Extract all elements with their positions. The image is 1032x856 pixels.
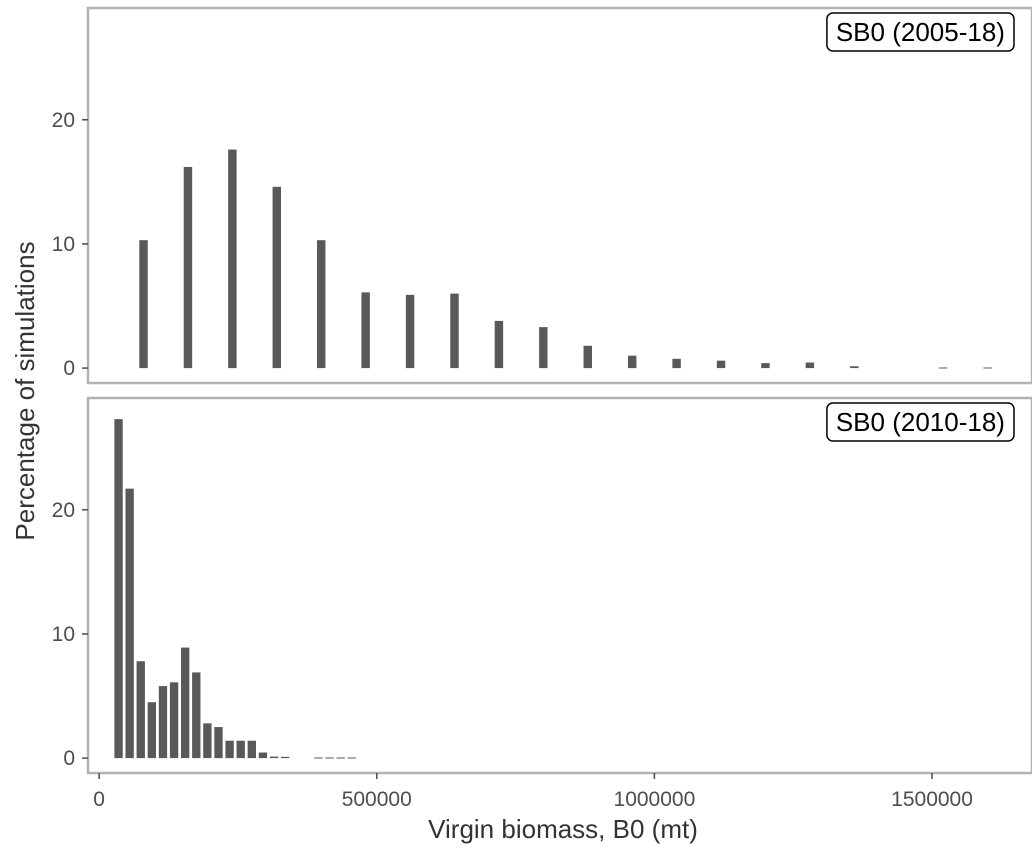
panel-frame-2 <box>86 396 1032 775</box>
x-tick-label: 1000000 <box>614 788 696 811</box>
histogram-bar <box>347 757 356 759</box>
histogram-bar <box>627 355 637 369</box>
y-axis-title: Percentage of simulations <box>10 241 40 540</box>
y-tick-label: 10 <box>52 623 75 646</box>
histogram-bar <box>325 757 334 759</box>
histogram-bar <box>169 682 179 759</box>
histogram-bar <box>314 757 323 759</box>
panel-frame-1 <box>86 6 1032 385</box>
histogram-bar <box>125 488 134 759</box>
histogram-bar <box>405 294 415 369</box>
histogram-bar <box>716 360 726 369</box>
panel-label-1: SB0 (2005-18) <box>836 17 1005 47</box>
histogram-bar <box>583 345 592 369</box>
histogram-bar <box>181 647 190 759</box>
histogram-bar <box>672 358 681 369</box>
histogram-bar <box>183 166 193 369</box>
y-tick-label: 10 <box>52 233 75 256</box>
y-tick-label: 0 <box>63 357 75 380</box>
histogram-bar <box>139 240 148 369</box>
histogram-bar <box>214 727 223 759</box>
panel-label-box-1 <box>826 12 1015 52</box>
histogram-bar <box>761 363 770 369</box>
histogram-bar <box>203 723 212 759</box>
histogram-bar <box>147 702 157 759</box>
panel-label-2: SB0 (2010-18) <box>836 407 1005 437</box>
histogram-bar <box>539 327 548 369</box>
histogram-bar <box>228 149 237 369</box>
histogram-bar <box>938 367 948 369</box>
histogram-bar <box>805 362 815 369</box>
y-tick-label: 0 <box>63 747 75 770</box>
histogram-bar <box>983 367 992 369</box>
x-tick-label: 500000 <box>342 788 412 811</box>
histogram-bar <box>269 756 279 759</box>
x-axis-title: Virgin biomass, B0 (mt) <box>428 814 698 844</box>
y-tick-label: 20 <box>52 109 75 132</box>
histogram-bar <box>336 757 345 759</box>
histogram-bar <box>494 320 504 369</box>
y-tick-label: 20 <box>52 499 75 522</box>
histogram-bar <box>225 740 234 759</box>
x-tick-label: 1500000 <box>891 788 973 811</box>
histogram-bar <box>258 752 268 759</box>
histogram-bar <box>317 240 326 369</box>
histogram-bar <box>136 661 145 759</box>
histogram-bar <box>850 366 859 369</box>
histogram-bar <box>280 756 290 759</box>
histogram-bar <box>158 686 168 759</box>
histogram-bar <box>247 740 256 759</box>
histogram-bar <box>236 740 245 759</box>
histogram-bar <box>450 293 459 369</box>
histogram-bar <box>114 419 123 759</box>
histogram-bar <box>192 672 201 759</box>
histogram-bar <box>361 292 370 369</box>
panel-label-box-2 <box>826 402 1015 442</box>
histogram-bar <box>272 186 282 369</box>
x-tick-label: 0 <box>93 788 105 811</box>
